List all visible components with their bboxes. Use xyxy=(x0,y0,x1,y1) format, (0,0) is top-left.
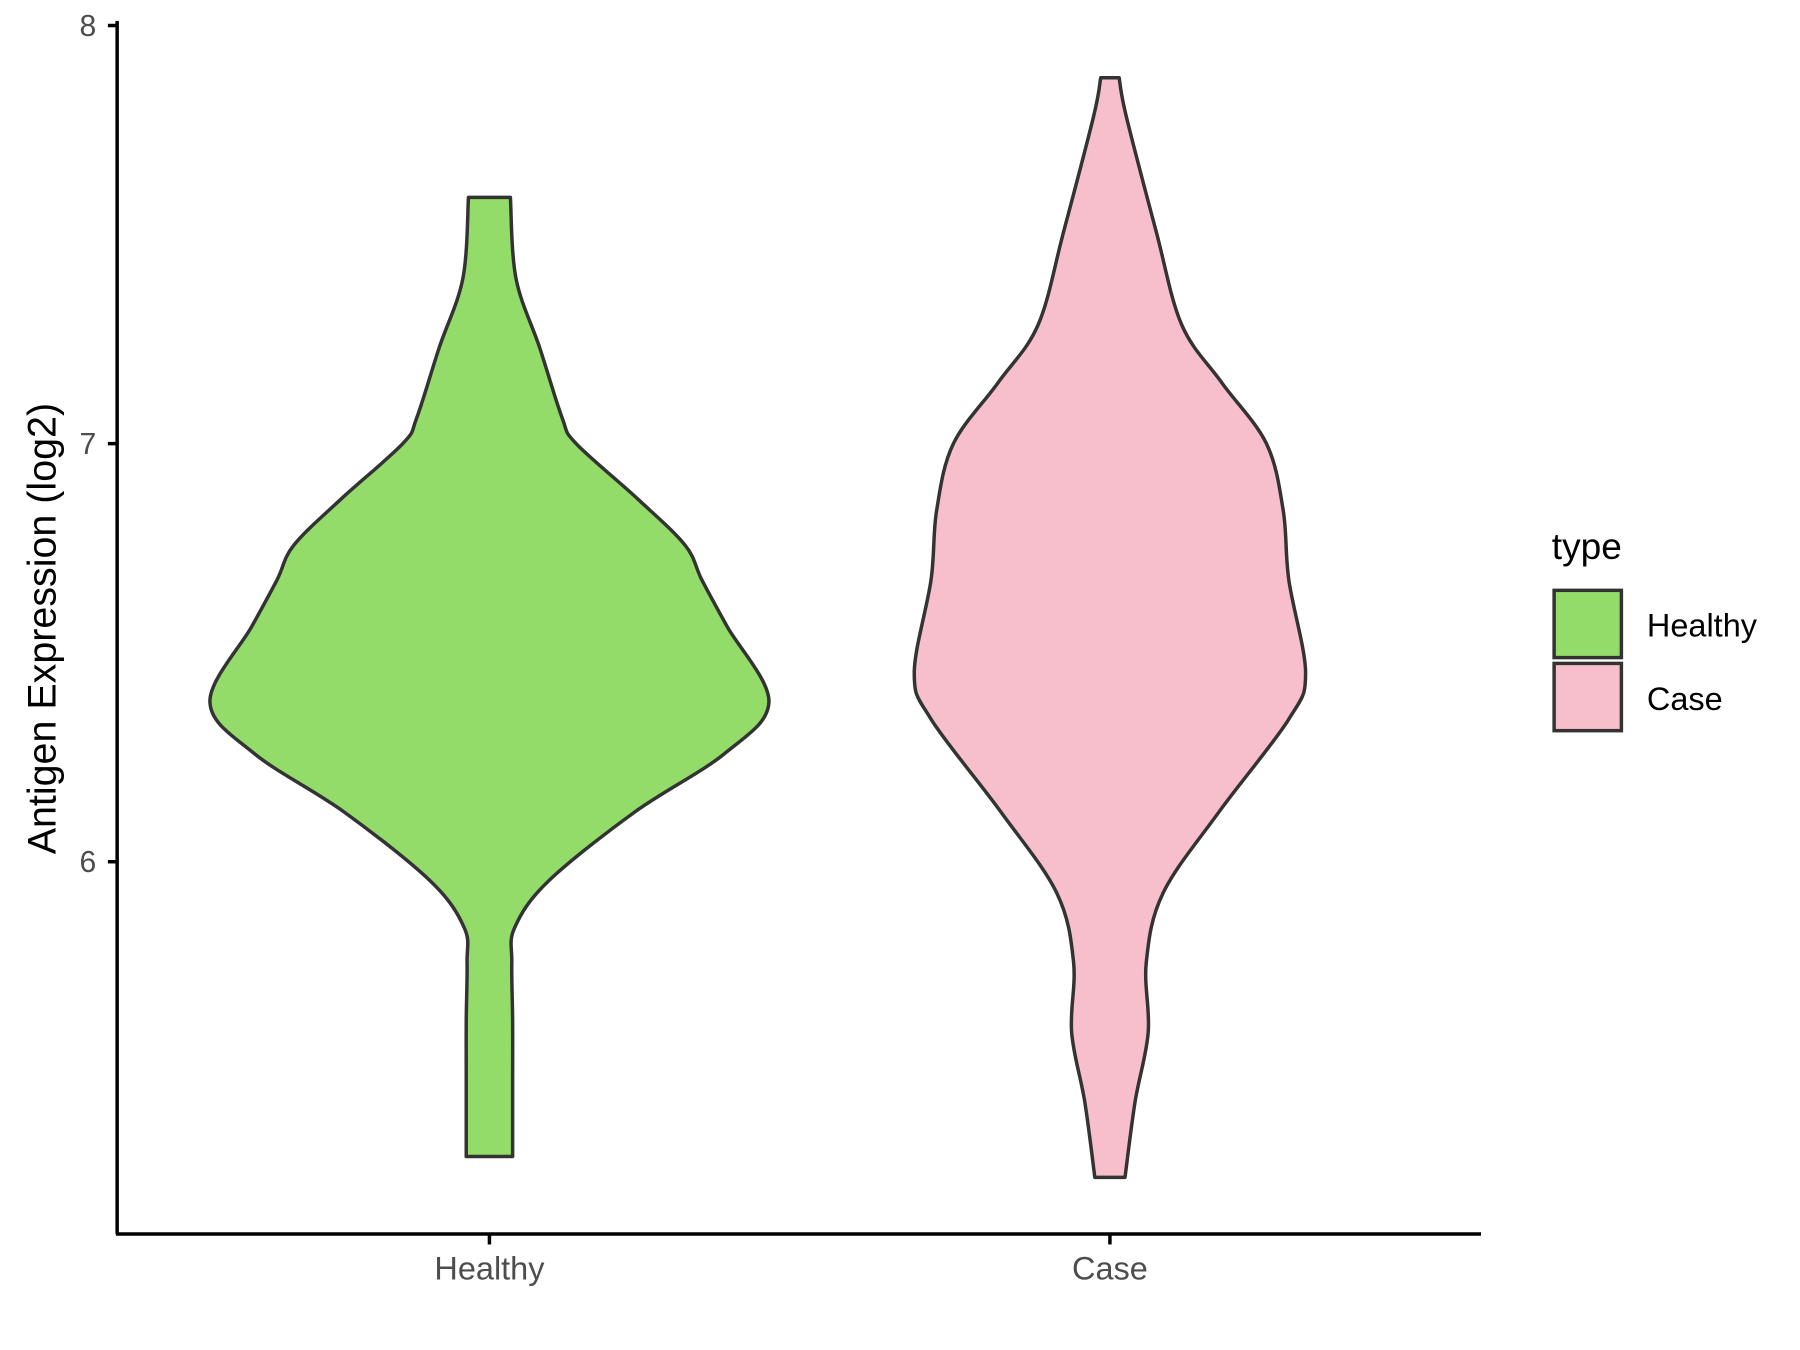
y-tick-label: 8 xyxy=(79,10,96,43)
violin-healthy xyxy=(208,195,771,1159)
y-ticks: 6 7 8 xyxy=(79,10,118,879)
violins xyxy=(208,76,1308,1180)
legend-key-healthy xyxy=(1552,588,1624,660)
y-tick-label: 6 xyxy=(79,846,96,879)
legend-label: Healthy xyxy=(1647,608,1758,644)
y-tick-label: 7 xyxy=(79,428,96,461)
violin-case xyxy=(912,76,1308,1180)
legend-label: Case xyxy=(1647,681,1723,717)
x-tick-label: Case xyxy=(1072,1250,1148,1286)
y-axis-title: Antigen Expression (log2) xyxy=(21,403,65,854)
x-ticks: Healthy Case xyxy=(434,1234,1148,1286)
legend-title: type xyxy=(1552,525,1622,567)
legend: type Healthy Case xyxy=(1552,525,1758,733)
x-tick-label: Healthy xyxy=(434,1250,545,1286)
legend-key-case xyxy=(1552,661,1624,733)
